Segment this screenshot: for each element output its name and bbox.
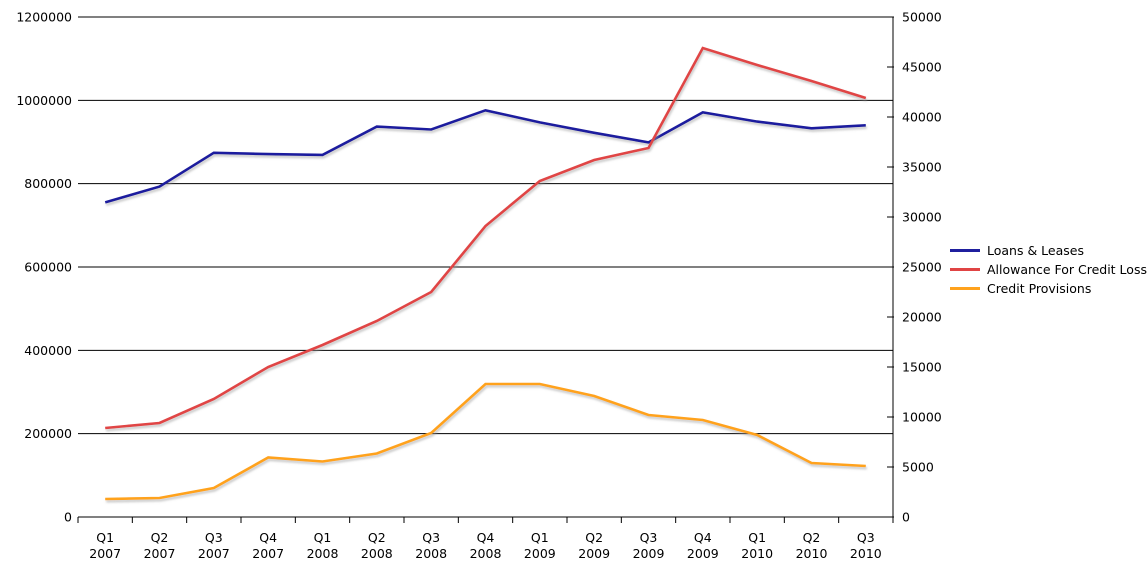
legend: Loans & Leases Allowance For Credit Loss… xyxy=(950,241,1147,298)
legend-line-swatch xyxy=(950,249,980,252)
series-line-credit-provisions xyxy=(105,382,866,501)
legend-item-loans-leases: Loans & Leases xyxy=(950,241,1147,260)
right-axis-labels: 0 5000 10000 15000 20000 25000 30000 35000 40000… xyxy=(902,10,942,525)
left-axis-labels: 0 200000 400000 600000 800000 1000000 1200000 xyxy=(16,10,72,525)
right-axis-tick-label: 50000 xyxy=(902,10,942,25)
left-axis-tick-label: 800000 xyxy=(24,176,72,191)
right-axis-tick-label: 15000 xyxy=(902,360,942,375)
legend-line-swatch xyxy=(950,287,980,290)
x-axis xyxy=(77,517,894,523)
x-axis-category-label: Q3 2008 xyxy=(415,530,447,561)
left-axis-tick-label: 600000 xyxy=(24,260,72,275)
left-axis-tick-label: 400000 xyxy=(24,343,72,358)
right-axis-tick-label: 45000 xyxy=(902,60,942,75)
x-axis-category-label: Q3 2009 xyxy=(633,530,665,561)
right-axis-tick-label: 25000 xyxy=(902,260,942,275)
right-axis-tick-label: 0 xyxy=(902,510,910,525)
x-axis-category-label: Q4 2008 xyxy=(470,530,502,561)
left-axis-tick-label: 1200000 xyxy=(16,10,72,25)
series-line-loans-leases xyxy=(104,108,866,204)
legend-label: Credit Provisions xyxy=(987,281,1092,296)
x-axis-category-label: Q3 2010 xyxy=(850,530,882,561)
left-axis-tick-label: 200000 xyxy=(24,426,72,441)
legend-label: Allowance For Credit Loss xyxy=(987,262,1147,277)
right-axis-tick-label: 35000 xyxy=(902,160,942,175)
x-axis-category-label: Q1 2008 xyxy=(307,530,339,561)
series-line-allowance-for-credit-loss xyxy=(105,46,867,430)
x-axis-category-label: Q2 2009 xyxy=(578,530,610,561)
right-axis xyxy=(887,16,894,518)
right-axis-tick-label: 40000 xyxy=(902,110,942,125)
x-axis-category-label: Q1 2010 xyxy=(741,530,773,561)
x-axis-category-label: Q1 2009 xyxy=(524,530,556,561)
x-axis-labels: Q1 2007 Q2 2007 Q3 2007 Q4 2007 Q1 2008 Q2 2008 Q3 20… xyxy=(89,530,882,561)
right-axis-tick-label: 10000 xyxy=(902,410,942,425)
gridlines xyxy=(78,16,893,518)
right-axis-tick-label: 30000 xyxy=(902,210,942,225)
legend-item-credit-provisions: Credit Provisions xyxy=(950,279,1147,298)
left-axis-tick-label: 0 xyxy=(64,510,72,525)
x-axis-category-label: Q4 2007 xyxy=(252,530,284,561)
x-axis-category-label: Q2 2007 xyxy=(144,530,176,561)
x-axis-category-label: Q2 2008 xyxy=(361,530,393,561)
right-axis-tick-label: 5000 xyxy=(902,460,934,475)
x-axis-category-label: Q1 2007 xyxy=(89,530,121,561)
legend-line-swatch xyxy=(950,268,980,271)
x-axis-category-label: Q3 2007 xyxy=(198,530,230,561)
x-axis-category-label: Q2 2010 xyxy=(796,530,828,561)
right-axis-tick-label: 20000 xyxy=(902,310,942,325)
legend-label: Loans & Leases xyxy=(987,243,1084,258)
x-axis-category-label: Q4 2009 xyxy=(687,530,719,561)
left-axis-tick-label: 1000000 xyxy=(16,93,72,108)
legend-item-allowance-credit-loss: Allowance For Credit Loss xyxy=(950,260,1147,279)
